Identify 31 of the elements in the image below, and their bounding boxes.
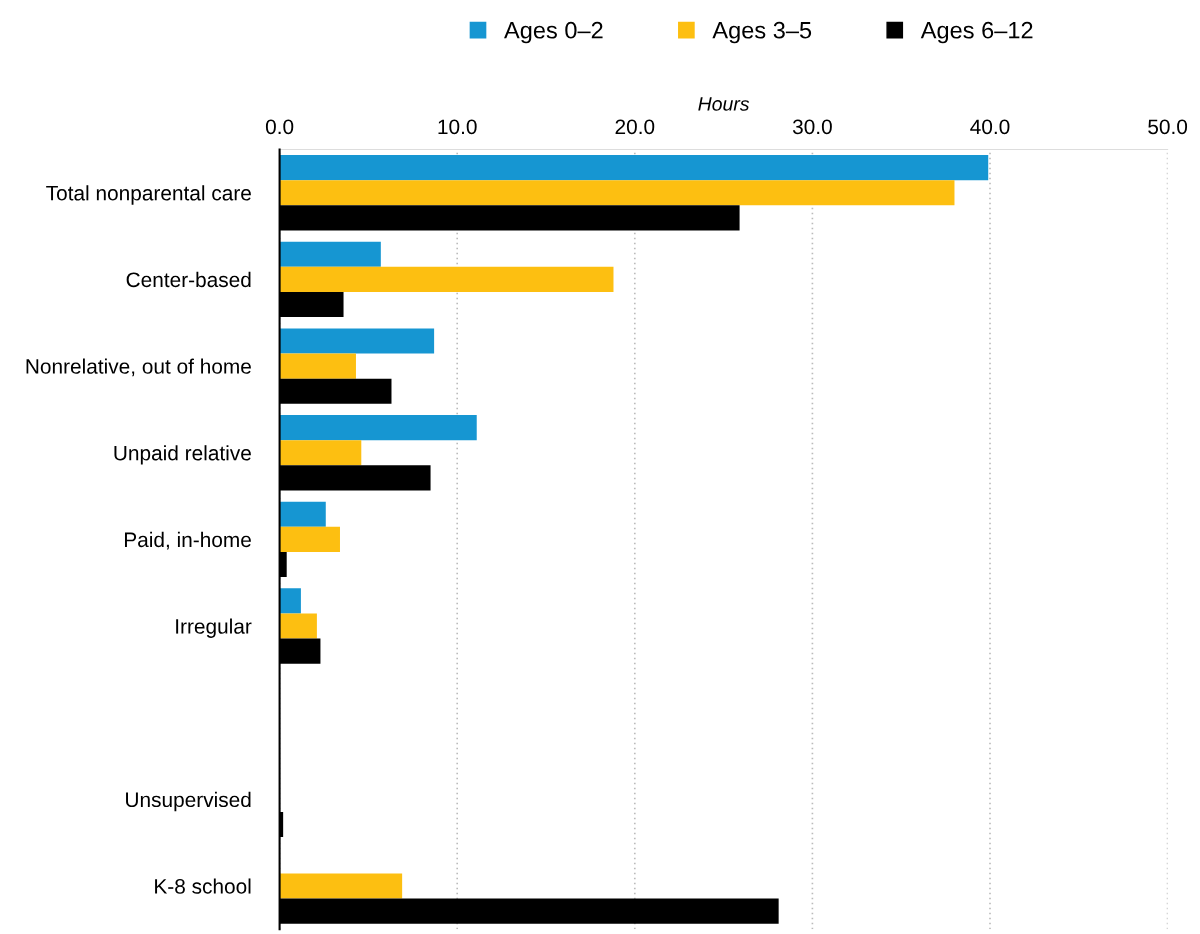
y-tick-label: Paid, in-home <box>125 531 251 550</box>
bar <box>279 328 435 354</box>
bar <box>279 440 362 466</box>
x-axis-title: Hours <box>698 97 750 111</box>
bar <box>279 241 381 267</box>
y-tick-label: Unsupervised <box>126 791 251 812</box>
bar <box>279 353 356 379</box>
y-tick-label: Nonrelative, out of home <box>26 358 251 377</box>
bar <box>279 613 317 639</box>
bar <box>279 266 614 292</box>
bar <box>279 180 955 206</box>
legend-label: Ages 0–2 <box>504 21 603 44</box>
y-tick-label: Unpaid relative <box>114 445 251 465</box>
x-tick-label: 50.0 <box>1148 119 1188 135</box>
bar <box>279 873 403 899</box>
bar <box>279 415 477 441</box>
bar <box>279 155 989 181</box>
y-tick-label: K-8 school <box>155 878 251 894</box>
bar <box>279 501 326 527</box>
y-tick-label: Irregular <box>176 618 252 638</box>
bar <box>279 526 340 552</box>
y-tick-label: Center-based <box>126 271 251 288</box>
legend-label: Ages 3–5 <box>712 21 812 44</box>
x-tick-label: 10.0 <box>438 119 477 135</box>
bar <box>279 588 301 614</box>
x-tick-label: 30.0 <box>792 119 832 135</box>
x-tick-label: 20.0 <box>615 119 655 135</box>
x-tick-label: 40.0 <box>970 119 1010 135</box>
legend-label: Ages 6–12 <box>920 21 1033 44</box>
x-tick-label: 0.0 <box>265 119 294 135</box>
y-tick-label: Total nonparental care <box>46 185 251 205</box>
